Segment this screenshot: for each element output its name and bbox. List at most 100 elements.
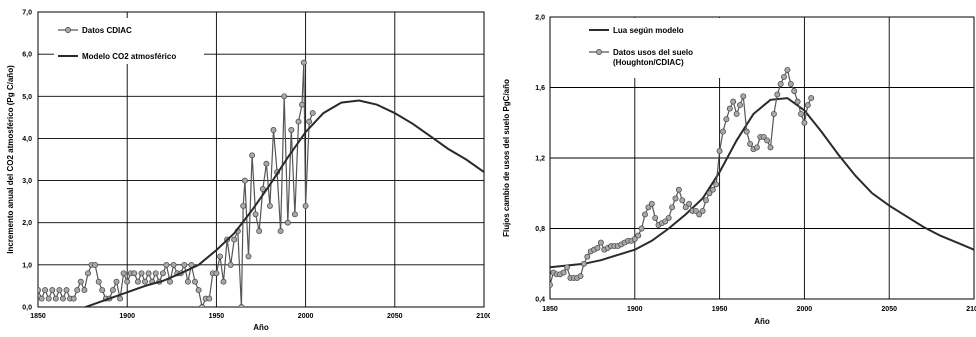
data-point [672,195,679,202]
data-point [781,73,787,80]
data-point [550,281,553,288]
data-point [577,273,584,280]
data-point [81,287,88,294]
data-point [124,278,131,285]
data-point [266,202,273,209]
data-point [95,278,102,285]
series-line-0 [38,62,314,307]
data-point [138,270,145,277]
legend: Datos CDIAC Modelo CO2 atmosférico [54,18,204,64]
x-axis-label: Año [754,317,770,326]
data-point [85,270,91,277]
data-point [631,236,638,243]
x-tick-label: 1950 [712,306,728,313]
x-tick-label: 2000 [797,306,813,313]
data-point [217,253,223,260]
x-tick-label: 1850 [542,306,558,313]
data-point [709,186,716,193]
data-point [92,261,99,268]
legend-label: Modelo CO2 atmosférico [82,52,176,61]
x-tick-label: 2050 [387,313,403,320]
data-point [306,118,313,125]
data-point [238,304,245,307]
y-tick-label: 3,0 [22,178,32,185]
data-point [120,270,127,277]
legend-box [585,18,730,78]
data-point [808,95,815,102]
data-point [181,261,188,268]
y-tick-label: 5,0 [22,94,32,101]
y-tick-label: 4,0 [22,136,32,143]
data-point [145,270,152,277]
data-point [227,261,234,268]
x-tick-label: 2100 [966,306,976,313]
data-point [767,144,774,151]
x-tick-label: 2000 [298,313,314,320]
chart-co2-increment: 1850 1900 1950 2000 2050 2100 0,0 1,0 2,0 3,0 4,0 5… [6,10,490,333]
data-point [740,93,747,100]
data-point [584,253,591,260]
data-point [703,197,709,204]
plot-frame [549,16,975,300]
data-point [184,278,191,285]
data-point [299,101,305,108]
data-point [117,295,124,302]
y-axis-label: Flujos cambio de usos del suelo PgC/año [502,79,511,237]
data-point [679,197,686,204]
data-point [240,202,247,209]
x-tick-label: 1900 [119,313,135,320]
data-point [77,278,84,285]
y-tick-label: 1,0 [22,262,32,269]
data-point [720,128,726,135]
data-point [38,287,41,294]
data-point [560,269,567,276]
y-tick-label: 1,2 [535,156,545,163]
data-point [784,66,791,73]
legend-marker [65,27,71,33]
data-point [241,177,248,184]
data-point [256,228,263,235]
data-point [723,116,730,123]
data-point [753,144,760,151]
data-point [109,287,116,294]
data-point [696,211,703,218]
data-point [594,244,601,251]
plot-area [550,66,974,288]
data-point [131,270,138,277]
data-point [743,128,750,135]
y-tick-label: 2,0 [535,15,545,22]
data-point [170,261,177,268]
data-point [56,287,63,294]
data-point [60,295,66,302]
data-point [638,225,645,232]
data-point [787,81,794,87]
data-point [270,127,277,133]
data-point [281,93,288,100]
data-point [249,152,256,159]
data-point [686,200,693,207]
data-point [99,287,106,294]
x-tick-label: 2050 [881,306,897,313]
data-point [288,127,295,133]
data-point [791,88,798,94]
data-point [737,102,743,109]
data-point [152,270,159,277]
y-tick-label: 0,4 [535,297,545,304]
x-tick-label: 1850 [30,313,46,320]
data-point [195,287,202,294]
data-point [692,207,699,214]
y-tick-label: 6,0 [22,52,32,59]
data-point [716,148,723,154]
chart-land-use-flux: 1850 1900 1950 2000 2050 2100 0,4 0,8 1,2 1,6 2,0 A… [502,15,976,327]
legend-marker [596,49,602,55]
data-point [206,295,213,302]
data-point [777,81,784,87]
data-point [770,110,777,117]
data-point [699,207,706,214]
data-point [652,214,659,221]
legend-label-cont: (Houghton/CDIAC) [613,58,684,67]
data-point [45,295,52,302]
legend-label: Datos CDIAC [82,26,132,35]
x-tick-label: 1900 [627,306,643,313]
